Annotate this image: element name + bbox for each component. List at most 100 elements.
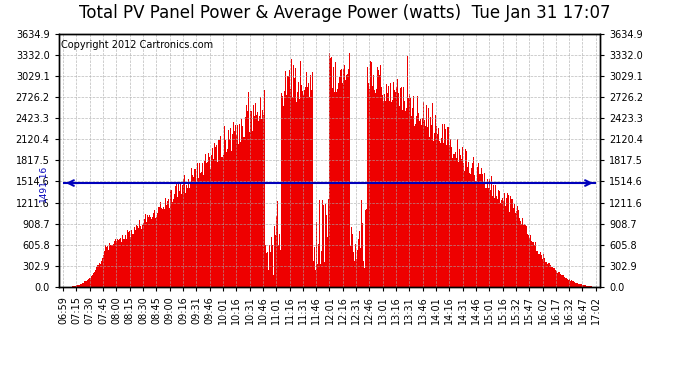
Bar xyxy=(265,245,266,287)
Bar xyxy=(337,83,339,287)
Bar xyxy=(215,150,217,287)
Bar xyxy=(151,219,152,287)
Bar xyxy=(144,219,145,287)
Bar xyxy=(387,93,388,287)
Bar xyxy=(80,284,81,287)
Bar xyxy=(523,225,524,287)
Bar xyxy=(352,234,353,287)
Bar xyxy=(547,264,549,287)
Bar xyxy=(75,286,77,287)
Bar xyxy=(462,147,463,287)
Bar xyxy=(308,98,310,287)
Bar xyxy=(562,275,563,287)
Bar xyxy=(381,87,382,287)
Bar xyxy=(297,92,298,287)
Bar xyxy=(584,285,585,287)
Bar xyxy=(299,61,301,287)
Bar xyxy=(572,281,573,287)
Bar xyxy=(416,116,417,287)
Bar xyxy=(129,231,130,287)
Bar xyxy=(87,280,88,287)
Bar xyxy=(466,151,467,287)
Bar xyxy=(101,258,103,287)
Bar xyxy=(141,229,142,287)
Bar xyxy=(465,149,466,287)
Bar xyxy=(95,270,96,287)
Bar xyxy=(191,168,192,287)
Bar xyxy=(315,270,316,287)
Bar xyxy=(459,149,460,287)
Bar xyxy=(417,96,418,287)
Bar xyxy=(137,226,138,287)
Bar xyxy=(374,90,375,287)
Bar xyxy=(455,152,456,287)
Bar xyxy=(83,282,84,287)
Bar xyxy=(168,200,170,287)
Bar xyxy=(92,274,93,287)
Bar xyxy=(107,246,108,287)
Bar xyxy=(494,198,495,287)
Bar xyxy=(471,168,473,287)
Bar xyxy=(310,75,311,287)
Bar xyxy=(269,245,270,287)
Bar xyxy=(560,274,561,287)
Bar xyxy=(198,178,199,287)
Bar xyxy=(388,86,389,287)
Bar xyxy=(98,265,99,287)
Bar xyxy=(590,286,591,287)
Bar xyxy=(339,77,340,287)
Bar xyxy=(513,208,514,287)
Bar xyxy=(194,169,195,287)
Bar xyxy=(460,155,461,287)
Bar xyxy=(448,145,450,287)
Bar xyxy=(351,227,352,287)
Bar xyxy=(454,154,455,287)
Bar xyxy=(264,90,265,287)
Bar xyxy=(166,205,167,287)
Bar xyxy=(532,242,533,287)
Bar xyxy=(576,283,578,287)
Bar xyxy=(192,175,193,287)
Bar xyxy=(232,134,233,287)
Bar xyxy=(81,283,83,287)
Bar xyxy=(317,244,319,287)
Bar xyxy=(174,194,175,287)
Bar xyxy=(110,244,112,287)
Bar xyxy=(259,116,260,287)
Text: Total PV Panel Power & Average Power (watts)  Tue Jan 31 17:07: Total PV Panel Power & Average Power (wa… xyxy=(79,4,611,22)
Bar xyxy=(295,68,296,287)
Bar xyxy=(281,93,282,287)
Bar xyxy=(492,196,493,287)
Bar xyxy=(446,145,447,287)
Bar xyxy=(176,184,177,287)
Bar xyxy=(409,94,410,287)
Bar xyxy=(208,153,209,287)
Bar xyxy=(258,122,259,287)
Bar xyxy=(476,182,477,287)
Bar xyxy=(501,200,502,287)
Bar xyxy=(335,62,336,287)
Bar xyxy=(518,210,520,287)
Bar xyxy=(172,202,173,287)
Text: 1491.16: 1491.16 xyxy=(39,164,48,202)
Bar xyxy=(165,198,166,287)
Bar xyxy=(395,92,396,287)
Bar xyxy=(331,57,332,287)
Bar xyxy=(456,158,457,287)
Bar xyxy=(181,194,182,287)
Bar xyxy=(390,83,391,287)
Bar xyxy=(285,71,286,287)
Bar xyxy=(402,110,403,287)
Bar xyxy=(530,235,531,287)
Bar xyxy=(84,282,86,287)
Bar xyxy=(549,263,550,287)
Bar xyxy=(290,77,291,287)
Bar xyxy=(323,205,324,287)
Bar xyxy=(468,162,469,287)
Bar xyxy=(496,196,497,287)
Bar xyxy=(440,143,441,287)
Bar xyxy=(495,185,496,287)
Bar xyxy=(587,286,588,287)
Bar xyxy=(398,93,399,287)
Bar xyxy=(305,87,306,287)
